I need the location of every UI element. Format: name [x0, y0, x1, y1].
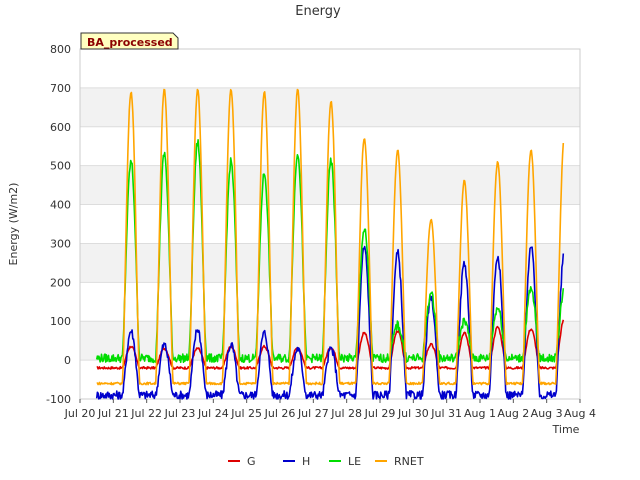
- y-axis-label: Energy (W/m2): [7, 183, 20, 266]
- y-tick-label: 200: [50, 276, 71, 289]
- x-tick-label: Jul 27: [297, 407, 329, 420]
- legend-label: RNET: [394, 455, 424, 468]
- legend-item-rnet: RNET: [375, 455, 424, 468]
- legend-item-le: LE: [329, 455, 361, 468]
- x-axis-label: Time: [552, 423, 580, 436]
- grid-band: [80, 243, 580, 283]
- y-tick-label: 800: [50, 43, 71, 56]
- x-tick-label: Aug 2: [497, 407, 529, 420]
- y-tick-label: 400: [50, 199, 71, 212]
- legend: G H LE RNET: [228, 455, 424, 468]
- y-tick-label: 500: [50, 160, 71, 173]
- series-line-h: [95, 245, 565, 400]
- plot-frame: [79, 48, 581, 400]
- y-tick-label: 0: [64, 354, 71, 367]
- chart-title: Energy: [295, 4, 341, 19]
- plot-background: [80, 87, 580, 361]
- y-tick-label: 600: [50, 121, 71, 134]
- legend-label: H: [302, 455, 310, 468]
- y-axis-ticks: -100 0 100 200 300 400 500 600 700 800: [46, 43, 71, 406]
- series-line-le: [95, 139, 565, 364]
- x-tick-label: Jul 23: [164, 407, 196, 420]
- y-tick-label: -100: [46, 393, 71, 406]
- x-tick-label: Jul 20: [64, 407, 96, 420]
- y-tick-label: 100: [50, 315, 71, 328]
- badge-box: [80, 32, 179, 50]
- x-tick-label: Aug 3: [531, 407, 563, 420]
- y-tick-label: 300: [50, 237, 71, 250]
- x-tick-label: Jul 21: [97, 407, 129, 420]
- x-axis-ticks: Jul 20 Jul 21 Jul 22 Jul 23 Jul 24 Jul 25 Jul …: [64, 399, 596, 420]
- x-tick-label: Jul 30: [397, 407, 429, 420]
- y-tick-label: 700: [50, 82, 71, 95]
- x-tick-label: Aug 4: [564, 407, 596, 420]
- x-tick-label: Jul 26: [264, 407, 296, 420]
- x-tick-label: Jul 22: [130, 407, 162, 420]
- processing-badge: BA_processed: [80, 32, 179, 50]
- legend-item-h: H: [283, 455, 310, 468]
- x-tick-label: Jul 25: [230, 407, 262, 420]
- x-tick-label: Jul 28: [330, 407, 362, 420]
- series-line-rnet: [96, 88, 565, 386]
- x-tick-label: Jul 29: [364, 407, 396, 420]
- x-tick-label: Aug 1: [464, 407, 496, 420]
- x-tick-label: Jul 24: [197, 407, 229, 420]
- legend-item-g: G: [228, 455, 256, 468]
- x-tick-label: Jul 31: [430, 407, 462, 420]
- series-layer: [95, 88, 565, 400]
- legend-label: LE: [348, 455, 361, 468]
- badge-label: BA_processed: [87, 36, 173, 49]
- legend-label: G: [247, 455, 256, 468]
